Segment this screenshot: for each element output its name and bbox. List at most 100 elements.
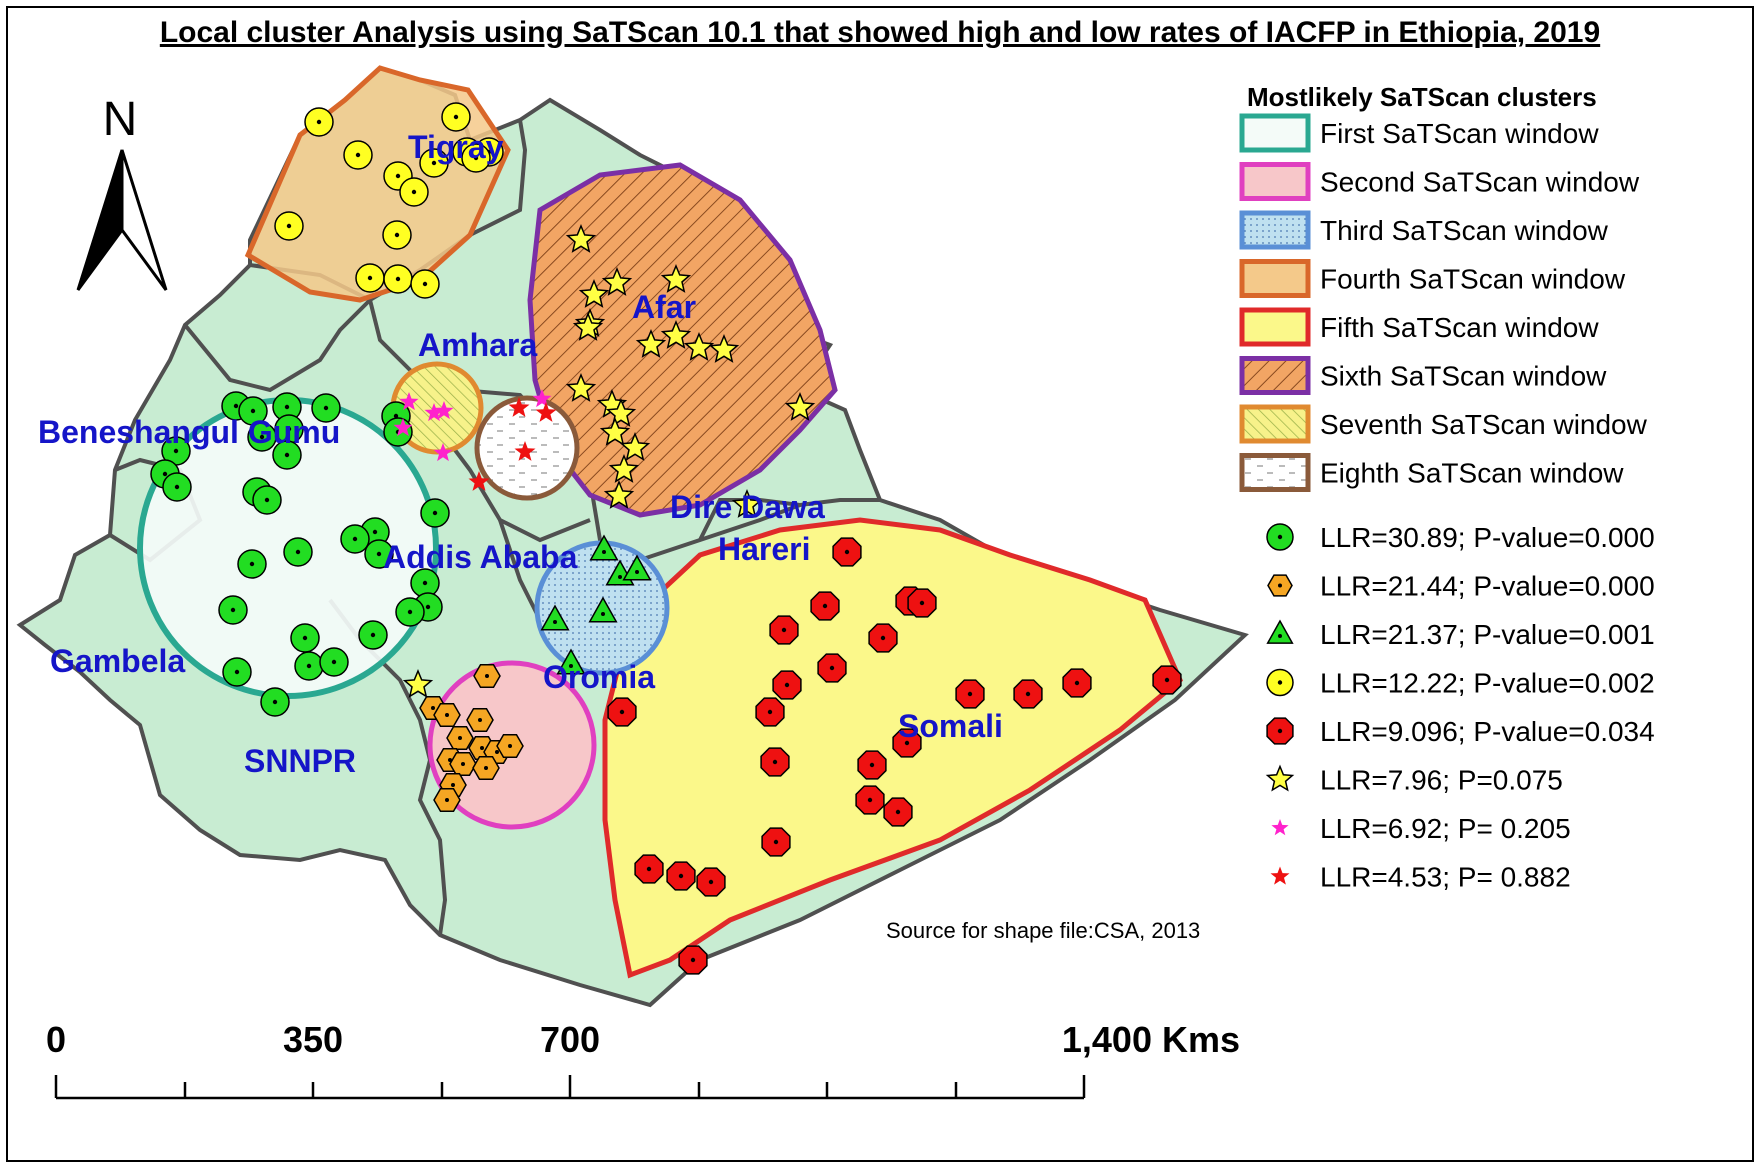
region-label-amhara: Amhara [418,327,537,363]
legend-window-label: Third SaTScan window [1320,215,1609,246]
legend-window-swatch [1239,113,1311,153]
green-circle-point [294,651,324,681]
green-triangle-point [622,554,652,581]
yellow-circle-point [441,102,471,132]
region-label-snnpr: SNNPR [244,743,356,779]
region-label-gambela: Gambela [50,643,185,679]
yellow-circle-point [343,140,373,170]
region-label-afar: Afar [632,289,696,325]
cluster-points [150,102,1182,975]
red-octagon-point [855,785,885,815]
legend-window-swatch [1239,210,1311,250]
orange-hexagon-point [433,702,461,728]
yellow-circle-point [399,177,429,207]
red-octagon-point [857,750,887,780]
legend-window-item: Third SaTScan window [1239,210,1609,250]
green-circle-point [364,539,394,569]
legend-window-item: Seventh SaTScan window [1239,404,1648,444]
green-circle-point [340,524,370,554]
green-circle-point [247,422,277,452]
legend-window-label: Second SaTScan window [1320,167,1640,198]
yellow-circle-point [461,143,491,173]
green-circle-point [260,687,290,717]
legend-window-label: Fourth SaTScan window [1320,264,1626,295]
yellow-star-point [731,489,763,518]
region-label-oromia: Oromia [543,659,655,695]
red-octagon-point [666,861,696,891]
legend-window-item: Fourth SaTScan window [1239,259,1626,298]
legend-window-swatch [1239,453,1311,492]
green-circle-point [383,417,413,447]
legend-point-item: LLR=21.37; P-value=0.001 [1266,619,1655,650]
north-arrow-icon: N [76,93,168,291]
yellow-star-point [784,392,816,421]
legend-point-item: LLR=12.22; P-value=0.002 [1266,668,1655,699]
green-circle-point [222,657,252,687]
orange-hexagon-point [446,725,474,751]
map-frame [6,6,1754,1162]
legend-window-item: First SaTScan window [1239,113,1599,153]
red-octagon-point [678,945,708,975]
magenta-star-point [532,389,552,408]
legend-green-circle-icon [1266,523,1294,551]
yellow-circle-point [382,220,412,250]
red-octagon-point [634,854,664,884]
red-octagon-point [883,797,913,827]
region-label-beneshangul: Beneshangul Gumu [38,414,340,450]
green-circle-point [252,485,282,515]
north-arrow-label: N [103,93,138,146]
red-octagon-point [1062,668,1092,698]
orange-hexagon-point [449,751,477,777]
legend: Mostlikely SaTScan clusters First SaTSca… [1239,82,1655,893]
yellow-star-point [572,312,604,341]
red-star-point [514,441,536,461]
legend-window-label: Fifth SaTScan window [1320,312,1599,343]
red-octagon-point [810,591,840,621]
legend-point-label: LLR=9.096; P-value=0.034 [1320,716,1655,747]
green-circle-point [420,498,450,528]
legend-window-swatch [1239,259,1311,298]
red-octagon-point [755,697,785,727]
red-octagon-point [772,670,802,700]
legend-point-label: LLR=6.92; P= 0.205 [1320,813,1571,844]
legend-window-item: Fifth SaTScan window [1239,307,1599,347]
legend-point-label: LLR=12.22; P-value=0.002 [1320,668,1655,699]
legend-point-item: LLR=4.53; P= 0.882 [1270,862,1571,893]
green-triangle-point [556,648,586,675]
yellow-circle-point [304,107,334,137]
legend-red-octagon-icon [1266,717,1294,745]
yellow-star-point [619,432,651,461]
green-circle-point [162,472,192,502]
green-circle-point [237,549,267,579]
legend-window-swatch [1239,404,1311,444]
red-octagon-point [760,747,790,777]
yellow-star-point [708,334,740,363]
magenta-star-point [434,401,454,420]
green-circle-point [283,537,313,567]
region-label-addis: Addis Ababa [383,539,578,575]
legend-point-item: LLR=21.44; P-value=0.000 [1267,571,1655,602]
red-octagon-point [1013,679,1043,709]
green-circle-point [358,620,388,650]
yellow-star-point [683,332,715,361]
legend-yellow-star-icon [1265,764,1295,792]
yellow-circle-point [419,148,449,178]
yellow-circle-point [383,264,413,294]
legend-window-swatch [1239,307,1311,347]
magenta-star-point [399,392,419,411]
legend-orange-hexagon-icon [1267,574,1293,597]
region-label-diredawa: Dire Dawa [670,489,825,525]
red-star-point [508,397,530,417]
legend-point-label: LLR=21.44; P-value=0.000 [1320,571,1655,602]
magenta-star-point [424,403,444,422]
yellow-star-point [608,454,640,483]
yellow-star-point [635,329,667,358]
legend-magenta-star-icon [1271,819,1289,836]
legend-window-item: Eighth SaTScan window [1239,453,1624,492]
source-note: Source for shape file:CSA, 2013 [886,918,1200,943]
green-triangle-point [588,596,618,623]
red-octagon-point [607,697,637,727]
red-octagon-point [1152,665,1182,695]
red-octagon-point [832,537,862,567]
